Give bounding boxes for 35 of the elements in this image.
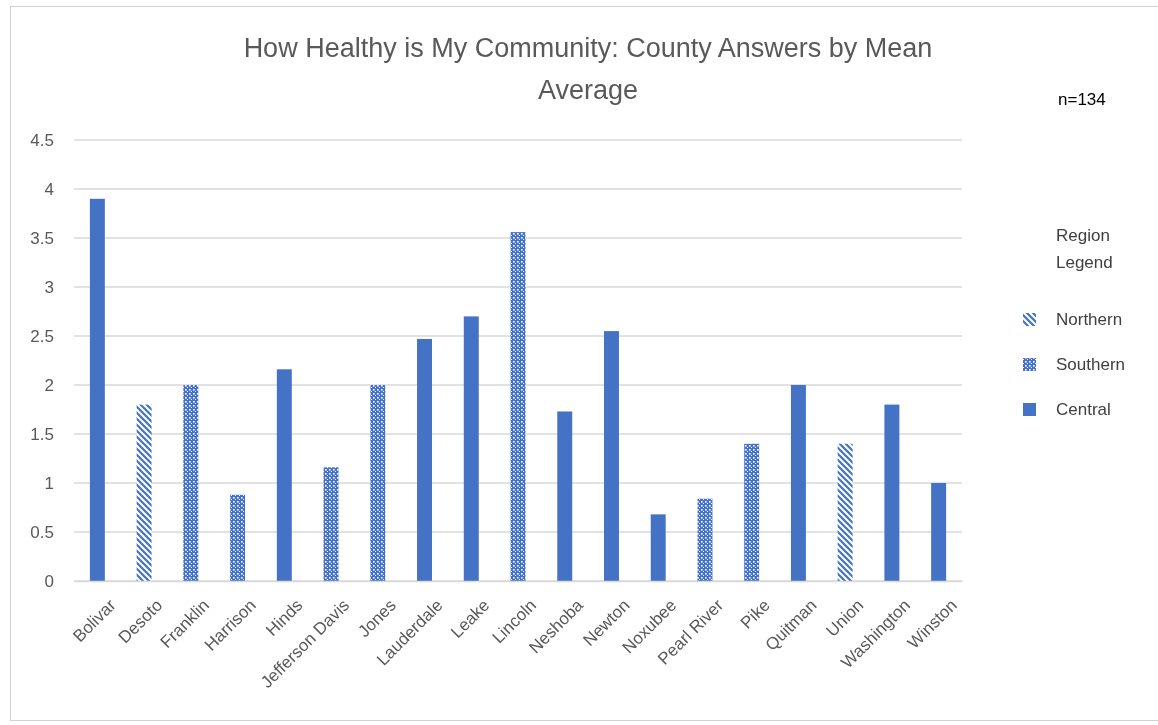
chart-title: How Healthy is My Community: County Answers by Mean Average [243, 33, 933, 105]
legend-label: Southern [1056, 355, 1125, 374]
y-tick-label: 2.5 [30, 326, 54, 346]
bar [931, 483, 947, 581]
bar [650, 514, 666, 581]
bar [89, 198, 105, 581]
y-tick-label: 1.5 [30, 424, 54, 444]
y-tick-label: 0 [44, 571, 54, 591]
bar [323, 467, 339, 581]
y-tick-label: 1 [44, 473, 54, 493]
bar [790, 385, 806, 581]
bar [604, 331, 619, 581]
y-tick-label: 4.5 [30, 130, 54, 150]
text: n=134 [1058, 90, 1106, 109]
y-tick-label: 0.5 [30, 522, 54, 542]
bar [557, 411, 573, 581]
bar [136, 404, 152, 581]
y-tick-label: 4 [44, 179, 54, 199]
bar [697, 498, 713, 581]
bar [510, 232, 526, 581]
bar [417, 338, 432, 581]
bar [230, 494, 246, 581]
bar [183, 385, 199, 581]
y-tick-label: 2 [44, 375, 54, 395]
bar [744, 443, 760, 581]
legend-title: Region Legend [1056, 226, 1113, 272]
y-tick-label: 3.5 [30, 228, 54, 248]
legend-label: Northern [1056, 310, 1123, 329]
bar [837, 443, 853, 581]
bar [884, 404, 900, 581]
bar [463, 316, 479, 581]
y-tick-label: 3 [44, 277, 54, 297]
bar [370, 385, 386, 581]
bar [276, 369, 292, 581]
legend-label: Central [1056, 400, 1111, 419]
